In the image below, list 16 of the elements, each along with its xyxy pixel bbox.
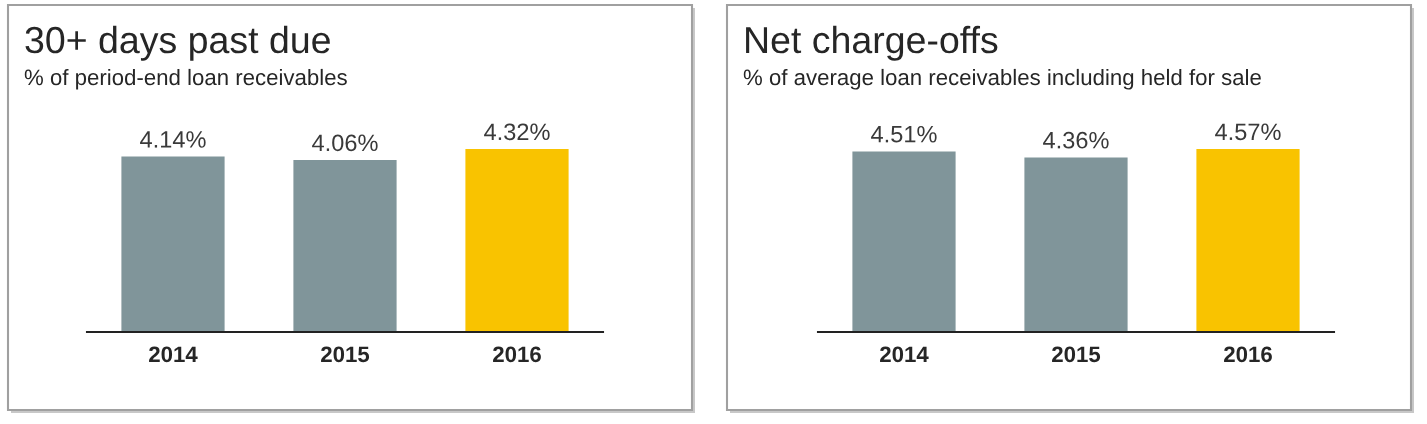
x-tick-label: 2015 [1052,346,1101,363]
data-label: 4.36% [1043,131,1109,149]
data-label: 4.32% [484,123,550,141]
chart-subtitle: % of average loan receivables including held for sale [743,68,1261,90]
data-label: 4.14% [140,131,206,148]
chart-title: Net charge-offs [746,25,998,61]
x-tick-label: 2014 [149,346,198,363]
x-tick-label: 2016 [493,346,541,363]
chart-subtitle: % of period-end loan receivables [24,68,347,90]
data-label: 4.06% [312,134,378,152]
data-label: 4.57% [1215,123,1281,141]
x-tick-label: 2015 [321,346,370,363]
x-tick-label: 2014 [880,346,929,363]
chart-title: 30+ days past due [25,25,330,61]
x-tick-label: 2016 [1224,346,1272,363]
data-label: 4.51% [871,125,937,143]
